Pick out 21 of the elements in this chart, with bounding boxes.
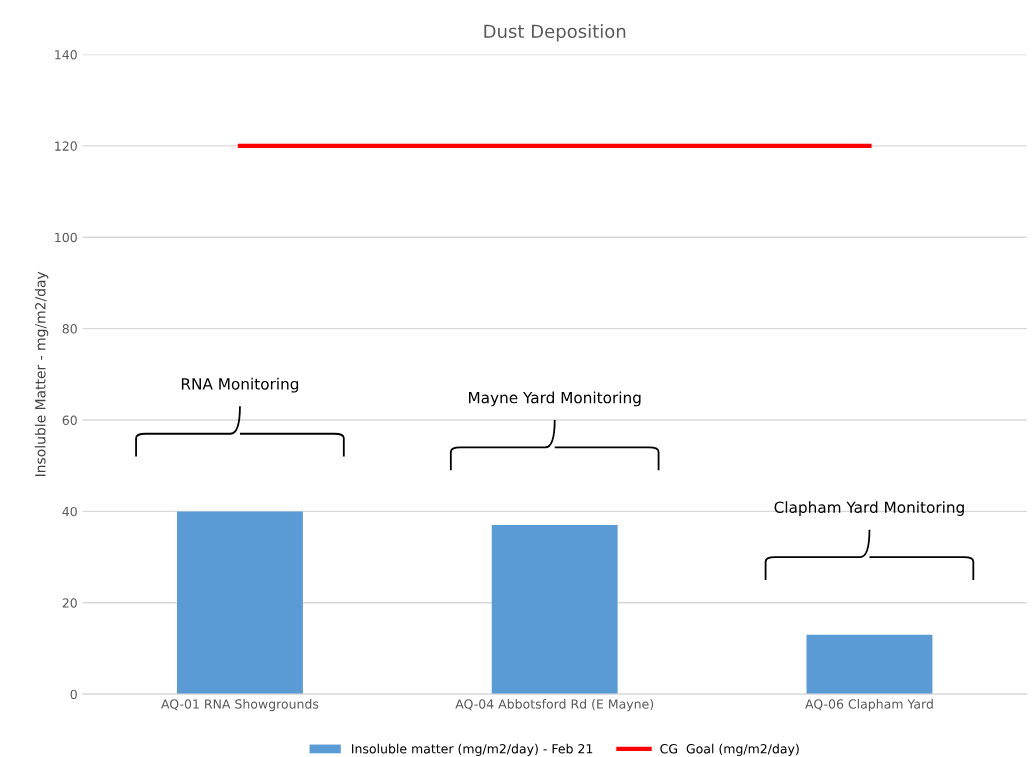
chart-title: Dust Deposition [484,24,626,42]
legend-label: Insoluble matter (mg/m2/day) - Feb 21 [352,743,593,756]
x-tick-label: AQ-04 Abbotsford Rd (E Mayne) [455,699,654,712]
y-tick-label: 40 [62,506,77,517]
annotation: RNA Monitoring [181,377,299,393]
y-tick-label: 0 [70,689,77,700]
annotation: Clapham Yard Monitoring [774,501,964,516]
x-tick-label: AQ-01 RNA Showgrounds [161,699,319,712]
y-tick-label: 120 [55,141,77,151]
annotation: Mayne Yard Monitoring [469,391,641,407]
y-tick-label: 20 [62,598,77,608]
y-tick-label: 80 [62,324,77,334]
y-tick-label: 60 [62,415,77,425]
x-tick-label: AQ-06 Clapham Yard [805,699,933,712]
bar [176,511,303,695]
bar [491,525,618,695]
y-tick-label: 140 [55,49,77,60]
bar [806,634,933,695]
legend-label: CG Goal (mg/m2/day) [660,743,799,756]
y-axis-title: Insoluble Matter - mg/m2/day [34,271,49,476]
y-tick-label: 100 [55,232,77,243]
